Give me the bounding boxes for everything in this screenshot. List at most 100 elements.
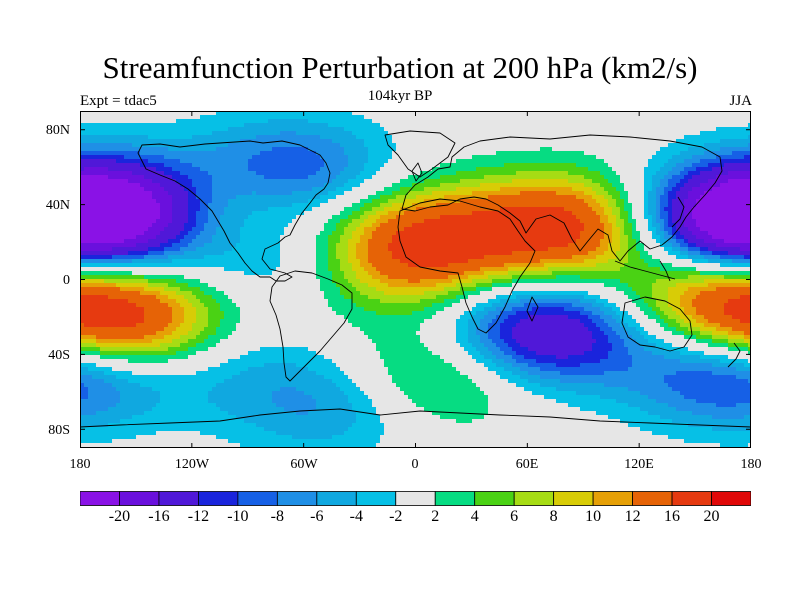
field-cell — [240, 135, 245, 140]
field-cell — [156, 111, 161, 116]
field-cell — [148, 175, 153, 180]
field-cell — [348, 151, 353, 156]
field-cell — [508, 111, 513, 116]
field-cell — [720, 111, 725, 116]
field-cell — [148, 211, 153, 216]
field-cell — [204, 155, 209, 160]
field-cell — [348, 183, 353, 188]
field-cell — [152, 183, 157, 188]
field-cell — [116, 123, 121, 128]
field-cell — [748, 123, 751, 128]
field-cell — [544, 195, 549, 200]
field-cell — [208, 115, 213, 120]
field-cell — [164, 219, 169, 224]
field-cell — [472, 207, 477, 212]
field-cell — [380, 135, 385, 140]
field-cell — [308, 171, 313, 176]
field-cell — [296, 179, 301, 184]
field-cell — [380, 171, 385, 176]
field-cell — [384, 167, 389, 172]
field-cell — [136, 191, 141, 196]
field-cell — [108, 147, 113, 152]
field-cell — [460, 215, 465, 220]
field-cell — [224, 223, 229, 228]
field-cell — [280, 211, 285, 216]
field-cell — [748, 111, 751, 116]
field-cell — [676, 127, 681, 132]
field-cell — [620, 159, 625, 164]
field-cell — [660, 127, 665, 132]
field-cell — [600, 199, 605, 204]
field-cell — [256, 163, 261, 168]
field-cell — [592, 219, 597, 224]
field-cell — [612, 219, 617, 224]
field-cell — [732, 127, 737, 132]
field-cell — [700, 191, 705, 196]
field-cell — [364, 203, 369, 208]
field-cell — [448, 211, 453, 216]
field-cell — [536, 195, 541, 200]
field-cell — [516, 147, 521, 152]
field-cell — [584, 187, 589, 192]
field-cell — [484, 203, 489, 208]
field-cell — [412, 119, 417, 124]
field-cell — [588, 187, 593, 192]
field-cell — [372, 167, 377, 172]
field-cell — [708, 171, 713, 176]
field-cell — [632, 111, 637, 116]
field-cell — [552, 203, 557, 208]
field-cell — [120, 139, 125, 144]
field-cell — [740, 119, 745, 124]
field-cell — [328, 195, 333, 200]
field-cell — [508, 147, 513, 152]
field-cell — [520, 131, 525, 136]
field-cell — [320, 139, 325, 144]
field-cell — [668, 183, 673, 188]
field-cell — [396, 163, 401, 168]
field-cell — [628, 143, 633, 148]
field-cell — [348, 215, 353, 220]
field-cell — [720, 211, 725, 216]
field-cell — [244, 199, 249, 204]
field-cell — [588, 151, 593, 156]
field-cell — [324, 179, 329, 184]
field-cell — [92, 119, 97, 124]
field-cell — [264, 187, 269, 192]
field-cell — [420, 203, 425, 208]
field-cell — [200, 159, 205, 164]
field-cell — [540, 203, 545, 208]
field-cell — [720, 199, 725, 204]
field-cell — [104, 151, 109, 156]
field-cell — [684, 179, 689, 184]
field-cell — [528, 155, 533, 160]
field-cell — [420, 199, 425, 204]
field-cell — [400, 119, 405, 124]
field-cell — [352, 179, 357, 184]
field-cell — [568, 207, 573, 212]
field-cell — [636, 179, 641, 184]
field-cell — [544, 147, 549, 152]
field-cell — [92, 227, 97, 232]
field-cell — [420, 211, 425, 216]
field-cell — [540, 131, 545, 136]
field-cell — [484, 195, 489, 200]
field-cell — [184, 187, 189, 192]
field-cell — [108, 163, 113, 168]
field-cell — [696, 135, 701, 140]
field-cell — [588, 159, 593, 164]
field-cell — [332, 151, 337, 156]
field-cell — [336, 175, 341, 180]
field-cell — [488, 163, 493, 168]
field-cell — [548, 131, 553, 136]
field-cell — [708, 199, 713, 204]
field-cell — [404, 123, 409, 128]
field-cell — [524, 119, 529, 124]
field-cell — [104, 163, 109, 168]
field-cell — [204, 171, 209, 176]
field-cell — [336, 115, 341, 120]
field-cell — [668, 159, 673, 164]
field-cell — [412, 127, 417, 132]
field-cell — [704, 199, 709, 204]
field-cell — [240, 207, 245, 212]
field-cell — [284, 151, 289, 156]
